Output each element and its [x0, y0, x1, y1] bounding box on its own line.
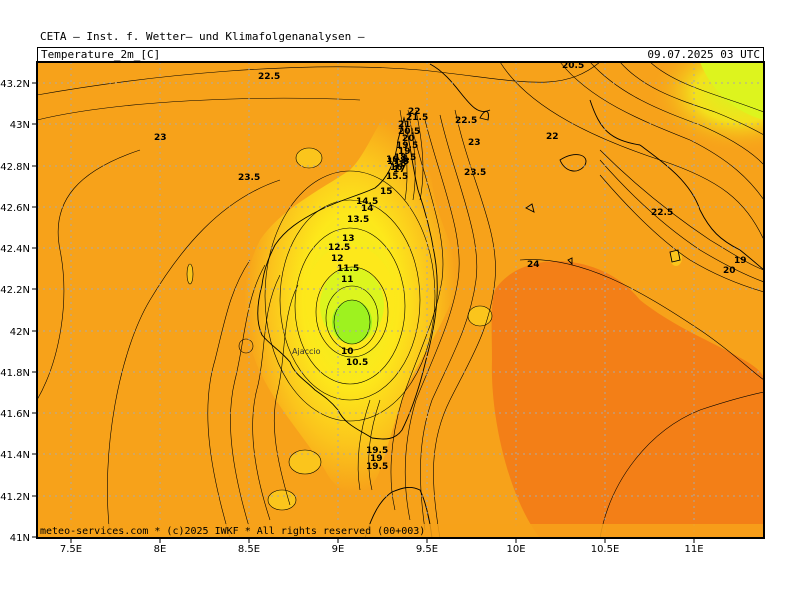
copyright-footer: meteo-services.com * (c)2025 IWKF * All … [40, 526, 426, 537]
map-field: Ajaccio 22.5 23 23.5 22 21.5 21 20.5 20 … [37, 61, 764, 538]
contour-label: 19 [370, 454, 383, 464]
place-ajaccio: Ajaccio [292, 347, 321, 356]
field-NE-lime [700, 62, 764, 120]
coastline [257, 63, 764, 538]
islet-capraia [296, 148, 322, 168]
islet-3 [187, 264, 193, 284]
contour-label: 19 [398, 147, 411, 157]
contour-label: 19.5 [366, 446, 388, 456]
lon-tick-label: 11E [684, 544, 703, 555]
lat-tick-label: 41.2N [0, 492, 30, 503]
parameter-label: Temperature_2m_[C] [41, 48, 161, 61]
contour-label: 22.5 [258, 72, 280, 82]
contour-labels: 22.5 23 23.5 22 21.5 21 20.5 20 19.5 19 … [154, 61, 747, 472]
contour-label: 11 [341, 275, 354, 285]
contour-label: 22 [408, 107, 421, 117]
islet-2 [268, 490, 296, 510]
lon-tick-label: 8.5E [238, 544, 260, 555]
contour-label: 10.5 [346, 358, 368, 368]
contour-label: 14.5 [356, 197, 378, 207]
contour-label: 11.5 [337, 264, 359, 274]
contour-label: 20 [402, 134, 415, 144]
contour-label: 14 [361, 204, 374, 214]
contour-label: 20.5 [398, 127, 420, 137]
lat-tick-label: 41N [10, 533, 30, 544]
contour-label: 19.5 [366, 462, 388, 472]
contour-label: 13.5 [347, 215, 369, 225]
islet-elba [468, 306, 492, 326]
contour-label: 16.5 [386, 155, 408, 165]
contour-label: 22.5 [651, 208, 673, 218]
contour-label: 15 [380, 187, 393, 197]
lon-tick-label: 10.5E [591, 544, 620, 555]
chart-title: CETA — Inst. f. Wetter— und Klimafolgena… [40, 30, 365, 43]
contour-label: 23.5 [238, 173, 260, 183]
lon-tick-label: 7.5E [60, 544, 82, 555]
contour-label: 23 [468, 138, 481, 148]
contour-label: 22.5 [455, 116, 477, 126]
valid-time-label: 09.07.2025 03 UTC [647, 48, 760, 61]
lat-tick-label: 42N [10, 327, 30, 338]
contour-label: 13 [342, 234, 355, 244]
contour-label: 15.5 [386, 172, 408, 182]
contour-label: 10 [341, 347, 354, 357]
islet-1 [289, 450, 321, 474]
contour-label: 21.5 [406, 113, 428, 123]
lon-tick-label: 9.5E [416, 544, 438, 555]
lat-tick-label: 43.2N [0, 79, 30, 90]
lat-tick-label: 41.4N [0, 450, 30, 461]
lat-tick-label: 41.6N [0, 409, 30, 420]
lat-tick-label: 42.8N [0, 162, 30, 173]
lat-tick-label: 43N [10, 120, 30, 131]
map-frame [36, 61, 765, 539]
contour-label: 18 [394, 159, 407, 169]
graticule [37, 62, 764, 538]
footer-strip [37, 524, 764, 538]
contour-label: 23.5 [464, 168, 486, 178]
contour-label: 12 [331, 254, 344, 264]
contour-label: 20 [723, 266, 736, 276]
lat-tick-label: 42.2N [0, 285, 30, 296]
lat-tick-label: 41.8N [0, 368, 30, 379]
isotherms [37, 62, 764, 538]
lon-tick-label: 9E [332, 544, 345, 555]
lat-tick-label: 42.6N [0, 203, 30, 214]
field-24C [491, 261, 764, 538]
lat-tick-label: 42.4N [0, 244, 30, 255]
contour-label: 19 [734, 256, 747, 266]
lon-tick-label: 10E [506, 544, 525, 555]
lon-axis: 7.5E 8E 8.5E 9E 9.5E 10E 10.5E 11E [60, 538, 704, 555]
contour-label: 16 [390, 163, 403, 173]
contour-label: 21 [398, 120, 411, 130]
lon-tick-label: 8E [154, 544, 167, 555]
contour-label: 17 [393, 165, 406, 175]
contour-label: 17.5 [387, 157, 409, 167]
islet-giglio [670, 250, 682, 266]
contour-label: 18.5 [394, 153, 416, 163]
lat-axis: 43.2N 43N 42.8N 42.6N 42.4N 42.2N 42N 41… [0, 79, 37, 544]
contour-label: 12.5 [328, 243, 350, 253]
contour-label: 19.5 [396, 141, 418, 151]
contour-label: 20.5 [562, 61, 584, 71]
field-green-10C [332, 300, 372, 344]
contour-label: 23 [154, 133, 167, 143]
header-bar: Temperature_2m_[C] 09.07.2025 03 UTC [37, 47, 764, 61]
contour-label: 24 [527, 260, 540, 270]
contour-label: 22 [546, 132, 559, 142]
